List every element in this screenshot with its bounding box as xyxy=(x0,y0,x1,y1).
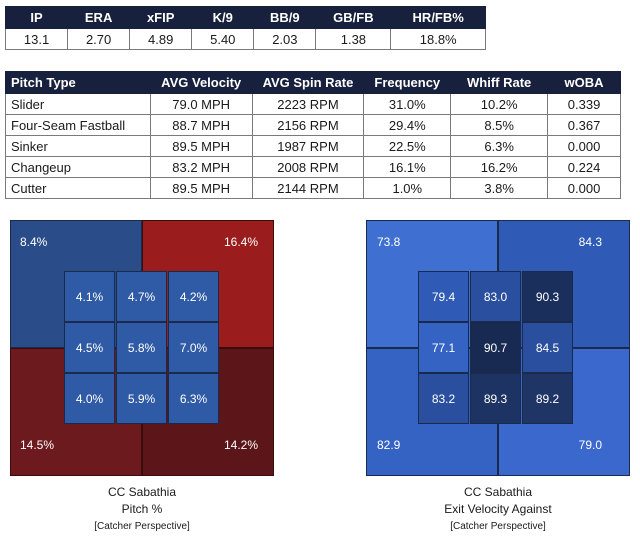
zone-label-top-left: 8.4% xyxy=(20,235,48,249)
stats-value-k9: 5.40 xyxy=(191,28,255,50)
zone-cell: 4.0% xyxy=(64,373,115,424)
stats-header-ip: IP xyxy=(4,6,69,29)
pitch-type: Changeup xyxy=(5,156,151,178)
zone-cell: 90.3 xyxy=(522,271,573,322)
stats-header-hrfb: HR/FB% xyxy=(390,6,486,29)
stats-header-gbfb: GB/FB xyxy=(315,6,392,29)
pitch-velocity: 79.0 MPH xyxy=(149,93,253,115)
stats-header-row: IP ERA xFIP K/9 BB/9 GB/FB HR/FB% xyxy=(4,6,486,29)
zone-cell: 4.5% xyxy=(64,322,115,373)
pitch-whiff: 10.2% xyxy=(450,93,549,115)
pitch-percent-zone-chart: 8.4% 16.4% 14.5% 14.2% 4.1% 4.7% 4.2% 4.… xyxy=(10,220,274,476)
zone-cell: 83.2 xyxy=(418,373,469,424)
zone-cell: 5.9% xyxy=(116,373,167,424)
stats-values-row: 13.1 2.70 4.89 5.40 2.03 1.38 18.8% xyxy=(4,28,486,50)
stats-header-bb9: BB/9 xyxy=(253,6,317,29)
pitch-row: Sinker 89.5 MPH 1987 RPM 22.5% 6.3% 0.00… xyxy=(5,135,621,157)
stats-header-k9: K/9 xyxy=(191,6,255,29)
pitch-velocity: 88.7 MPH xyxy=(149,114,253,136)
season-stats-table: IP ERA xFIP K/9 BB/9 GB/FB HR/FB% 13.1 2… xyxy=(4,6,486,50)
pitch-zone-perspective: [Catcher Perspective] xyxy=(94,521,190,532)
pitch-spin: 2144 RPM xyxy=(251,177,365,199)
pitch-header-spin: AVG Spin Rate xyxy=(251,71,365,94)
ev-zone-caption: CC Sabathia Exit Velocity Against [Catch… xyxy=(366,484,630,535)
zone-cell: 90.7 xyxy=(470,322,521,373)
zone-label-top-right: 84.3 xyxy=(578,235,602,249)
stats-value-xfip: 4.89 xyxy=(129,28,193,50)
pitch-row: Changeup 83.2 MPH 2008 RPM 16.1% 16.2% 0… xyxy=(5,156,621,178)
pitch-zone-metric: Pitch % xyxy=(121,502,163,516)
pitch-header-woba: wOBA xyxy=(547,71,621,94)
zone-cell: 77.1 xyxy=(418,322,469,373)
zone-cell: 6.3% xyxy=(168,373,219,424)
pitch-whiff: 16.2% xyxy=(450,156,549,178)
zone-cell: 79.4 xyxy=(418,271,469,322)
stats-value-hrfb: 18.8% xyxy=(390,28,486,50)
zone-cell: 4.1% xyxy=(64,271,115,322)
pitch-frequency: 16.1% xyxy=(363,156,452,178)
stats-header-xfip: xFIP xyxy=(129,6,193,29)
pitch-zone-player: CC Sabathia xyxy=(107,485,177,499)
stats-value-bb9: 2.03 xyxy=(253,28,317,50)
pitch-header-type: Pitch Type xyxy=(5,71,151,94)
pitch-row: Cutter 89.5 MPH 2144 RPM 1.0% 3.8% 0.000 xyxy=(5,177,621,199)
pitch-woba: 0.367 xyxy=(547,114,621,136)
pitch-header-whiff: Whiff Rate xyxy=(450,71,549,94)
pitch-whiff: 6.3% xyxy=(450,135,549,157)
zone-cell: 83.0 xyxy=(470,271,521,322)
pitch-type: Slider xyxy=(5,93,151,115)
pitch-woba: 0.000 xyxy=(547,135,621,157)
zone-cell: 7.0% xyxy=(168,322,219,373)
stats-value-ip: 13.1 xyxy=(4,28,69,50)
pitch-woba: 0.224 xyxy=(547,156,621,178)
zone-label-bottom-right: 14.2% xyxy=(223,438,258,452)
zone-cell: 4.2% xyxy=(168,271,219,322)
zone-label-top-right: 16.4% xyxy=(223,235,258,249)
stats-header-era: ERA xyxy=(67,6,131,29)
pitch-zone-caption: CC Sabathia Pitch % [Catcher Perspective… xyxy=(10,484,274,535)
pitch-frequency: 29.4% xyxy=(363,114,452,136)
pitch-spin: 2223 RPM xyxy=(251,93,365,115)
pitch-row: Four-Seam Fastball 88.7 MPH 2156 RPM 29.… xyxy=(5,114,621,136)
pitch-frequency: 22.5% xyxy=(363,135,452,157)
ev-zone-perspective: [Catcher Perspective] xyxy=(450,521,546,532)
pitch-row: Slider 79.0 MPH 2223 RPM 31.0% 10.2% 0.3… xyxy=(5,93,621,115)
pitch-velocity: 83.2 MPH xyxy=(149,156,253,178)
ev-zone-metric: Exit Velocity Against xyxy=(444,502,552,516)
pitch-woba: 0.339 xyxy=(547,93,621,115)
pitch-spin: 2156 RPM xyxy=(251,114,365,136)
zone-label-bottom-left: 14.5% xyxy=(20,438,55,452)
zone-cell: 5.8% xyxy=(116,322,167,373)
stats-value-gbfb: 1.38 xyxy=(315,28,392,50)
pitch-header-row: Pitch Type AVG Velocity AVG Spin Rate Fr… xyxy=(5,71,621,94)
pitch-header-velocity: AVG Velocity xyxy=(149,71,253,94)
zone-label-top-left: 73.8 xyxy=(377,235,401,249)
pitch-woba: 0.000 xyxy=(547,177,621,199)
pitch-velocity: 89.5 MPH xyxy=(149,135,253,157)
pitch-type: Cutter xyxy=(5,177,151,199)
pitch-type: Sinker xyxy=(5,135,151,157)
exit-velocity-zone-chart: 73.8 84.3 82.9 79.0 79.4 83.0 90.3 77.1 … xyxy=(366,220,630,476)
ev-zone-player: CC Sabathia xyxy=(463,485,533,499)
zone-cell: 84.5 xyxy=(522,322,573,373)
pitch-frequency: 1.0% xyxy=(363,177,452,199)
stats-value-era: 2.70 xyxy=(67,28,131,50)
pitch-header-frequency: Frequency xyxy=(363,71,452,94)
pitch-frequency: 31.0% xyxy=(363,93,452,115)
pitch-type: Four-Seam Fastball xyxy=(5,114,151,136)
pitch-velocity: 89.5 MPH xyxy=(149,177,253,199)
pitch-whiff: 8.5% xyxy=(450,114,549,136)
zone-label-bottom-left: 82.9 xyxy=(377,438,401,452)
zone-label-bottom-right: 79.0 xyxy=(578,438,602,452)
zone-cell: 89.3 xyxy=(470,373,521,424)
pitch-mix-table: Pitch Type AVG Velocity AVG Spin Rate Fr… xyxy=(5,71,621,199)
pitch-spin: 1987 RPM xyxy=(251,135,365,157)
zone-cell: 89.2 xyxy=(522,373,573,424)
pitch-whiff: 3.8% xyxy=(450,177,549,199)
zone-cell: 4.7% xyxy=(116,271,167,322)
pitch-spin: 2008 RPM xyxy=(251,156,365,178)
